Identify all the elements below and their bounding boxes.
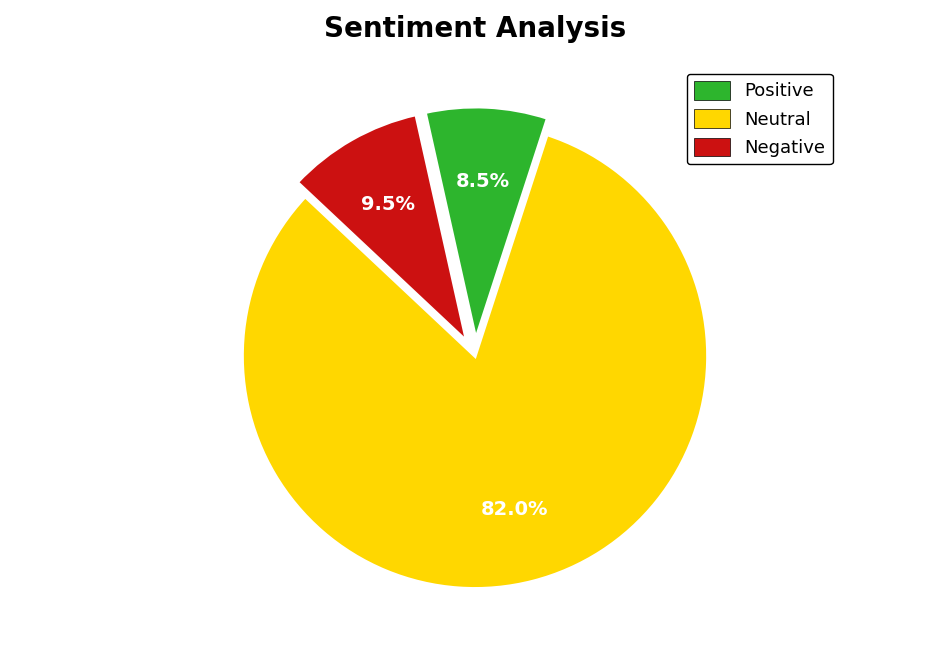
Text: 9.5%: 9.5% xyxy=(361,195,415,214)
Title: Sentiment Analysis: Sentiment Analysis xyxy=(324,15,626,43)
Wedge shape xyxy=(425,107,548,340)
Text: 8.5%: 8.5% xyxy=(456,172,510,191)
Wedge shape xyxy=(297,115,466,342)
Wedge shape xyxy=(242,134,708,589)
Text: 82.0%: 82.0% xyxy=(481,500,548,519)
Legend: Positive, Neutral, Negative: Positive, Neutral, Negative xyxy=(687,73,833,164)
